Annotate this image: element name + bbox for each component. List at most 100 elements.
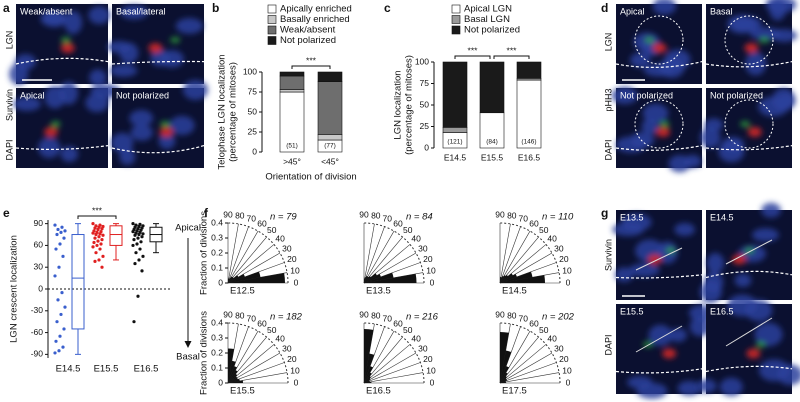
data-point xyxy=(101,233,105,237)
micrograph-content xyxy=(699,202,781,303)
bar-segment xyxy=(516,79,542,149)
angle-tick-label: 50 xyxy=(267,225,277,235)
radial-tick-label: 0.2 xyxy=(211,347,223,357)
wedge xyxy=(364,353,375,383)
data-point xyxy=(57,349,61,353)
angle-tick-label: 0 xyxy=(566,277,571,287)
data-point xyxy=(63,305,67,309)
y-tick-label: 90 xyxy=(34,218,44,228)
spindle-axis xyxy=(635,325,683,353)
cell-outline xyxy=(724,15,774,65)
nucleus xyxy=(648,324,673,347)
y-tick-label: -30 xyxy=(31,305,44,315)
x-tick-label: E15.5 xyxy=(481,152,503,162)
wedge xyxy=(500,277,502,283)
tile-label: Not polarized xyxy=(620,90,673,100)
data-point xyxy=(53,351,57,355)
data-point xyxy=(138,247,142,251)
nucleus xyxy=(628,263,660,277)
radial-tick-label: 0.4 xyxy=(211,317,223,327)
data-point xyxy=(93,259,97,263)
legend-label: Apically enriched xyxy=(280,4,352,15)
tile-label: Basal xyxy=(710,6,733,16)
angle-tick-label: 10 xyxy=(562,265,572,275)
data-point xyxy=(94,251,98,255)
wedge xyxy=(500,275,504,283)
wedge xyxy=(364,274,381,283)
angle-spoke xyxy=(499,336,539,384)
nucleus xyxy=(677,380,701,396)
angle-tick-label: 80 xyxy=(371,310,381,320)
legend-label: Basally enriched xyxy=(280,14,350,25)
y-axis-label: LGN localization xyxy=(393,70,404,139)
membrane-line xyxy=(615,368,703,374)
data-point xyxy=(131,222,135,226)
bar-segment xyxy=(279,75,305,90)
significance: *** xyxy=(306,55,317,65)
nucleus xyxy=(110,132,134,153)
y-tick-label: -60 xyxy=(31,327,44,337)
angle-spoke xyxy=(499,352,553,384)
data-point xyxy=(91,231,95,235)
membrane-line xyxy=(705,61,793,68)
tile-label: Apical xyxy=(620,6,645,16)
bar-segment xyxy=(279,89,305,93)
data-point xyxy=(53,274,57,278)
green-signal xyxy=(170,37,181,43)
nucleus xyxy=(169,115,195,136)
data-point xyxy=(96,239,100,243)
nucleus xyxy=(777,364,800,386)
bar-segment xyxy=(317,134,343,141)
wedge xyxy=(228,275,239,283)
y-tick-label: 50 xyxy=(420,99,430,109)
y-tick-label: 60 xyxy=(34,240,44,250)
angle-spoke xyxy=(363,236,403,284)
sample-size: (51) xyxy=(286,143,298,150)
nucleus xyxy=(664,49,691,70)
legend-swatch xyxy=(267,15,277,24)
nucleus xyxy=(119,4,149,20)
nucleus xyxy=(9,63,29,86)
nucleus xyxy=(652,0,677,15)
data-point xyxy=(139,240,143,244)
channel-label: DAPI xyxy=(4,139,14,160)
micrograph-content xyxy=(697,294,800,397)
wedge xyxy=(228,380,244,383)
subplot-title: E17.5 xyxy=(502,386,527,397)
angle-tick-label: 40 xyxy=(411,234,421,244)
channel-label: Survivin xyxy=(4,89,14,121)
membrane-line xyxy=(111,60,205,65)
nucleus xyxy=(60,145,79,163)
angle-tick-label: 50 xyxy=(539,225,549,235)
subplot-title: E15.5 xyxy=(230,386,255,397)
tile-label: Weak/absent xyxy=(20,6,73,16)
wedge xyxy=(364,272,394,283)
data-point xyxy=(99,242,103,246)
significance-bracket xyxy=(454,55,491,59)
significance-bracket xyxy=(291,65,331,69)
green-signal xyxy=(740,121,751,127)
red-signal xyxy=(744,43,759,53)
channel-label: DAPI xyxy=(603,139,613,160)
data-point xyxy=(131,243,135,248)
angle-tick-label: 60 xyxy=(529,218,539,228)
red-signal xyxy=(656,127,671,137)
data-point xyxy=(95,243,99,248)
data-point xyxy=(91,245,95,249)
nucleus xyxy=(668,328,687,342)
micrograph-content xyxy=(110,79,209,166)
data-point xyxy=(98,232,102,236)
panel-letter: e xyxy=(3,206,10,220)
nucleus xyxy=(734,273,752,288)
y-axis-label: Fraction of divisions xyxy=(199,311,210,395)
data-point xyxy=(101,254,105,258)
micrograph-content xyxy=(727,0,798,76)
angle-tick-label: 10 xyxy=(290,365,300,375)
wedge xyxy=(228,276,233,283)
nucleus xyxy=(89,69,107,86)
data-point xyxy=(56,227,60,232)
nucleus xyxy=(630,131,655,148)
bar-segment xyxy=(317,71,343,82)
tile-label: E16.5 xyxy=(710,306,734,316)
angle-tick-label: 40 xyxy=(547,234,557,244)
